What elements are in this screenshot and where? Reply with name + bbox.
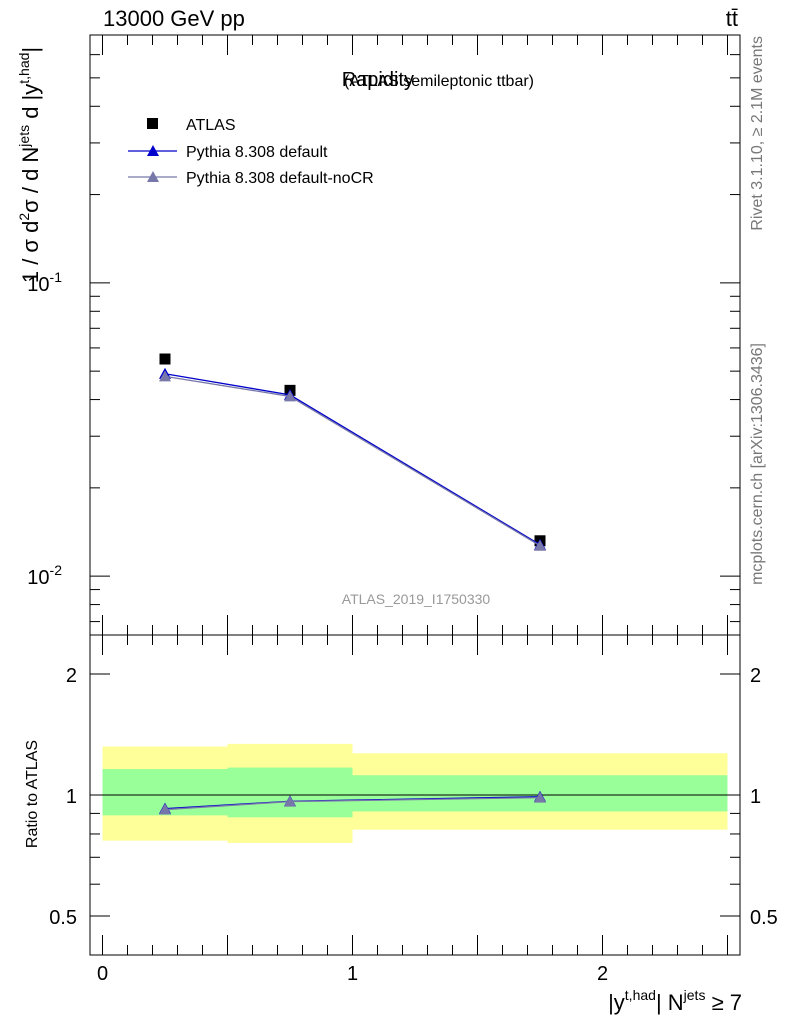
main-ytick-label: 10-2 bbox=[27, 562, 62, 589]
legend-nocr-marker bbox=[147, 171, 159, 182]
main-ticks: 10-2 10-1 bbox=[27, 35, 740, 635]
ratio-ytick-label-right: 1 bbox=[750, 786, 761, 808]
main-ytick-label: 10-1 bbox=[27, 269, 62, 296]
main-mc-point bbox=[284, 390, 296, 402]
ratio-xtick-label: 2 bbox=[597, 963, 608, 985]
rivet-label: Rivet 3.1.10, ≥ 2.1M events bbox=[749, 36, 766, 231]
legend-default-label: Pythia 8.308 default bbox=[186, 144, 328, 161]
legend-nocr-label: Pythia 8.308 default-noCR bbox=[186, 170, 374, 187]
main-mc-point bbox=[159, 370, 171, 382]
ratio-mc-point bbox=[284, 795, 296, 807]
main-series-line bbox=[164, 373, 541, 546]
legend-default-marker bbox=[147, 145, 159, 156]
ratio-mc-point bbox=[159, 803, 171, 815]
legend: ATLAS Pythia 8.308 default Pythia 8.308 … bbox=[128, 117, 374, 187]
ratio-ytick-label-right: 2 bbox=[750, 665, 761, 687]
ratio-mc-point bbox=[534, 791, 546, 803]
ratio-ytick-label-left: 0.5 bbox=[49, 907, 77, 929]
ratio-xtick-label: 1 bbox=[347, 963, 358, 985]
main-data-point bbox=[159, 353, 171, 365]
ratio-ylabel: Ratio to ATLAS bbox=[24, 740, 41, 848]
ratio-xlabel: |yt,had| Njets ≥ 7 bbox=[608, 987, 742, 1015]
main-ylabel: 1 / σ d2σ / d Njets d |yt,had| bbox=[16, 47, 43, 283]
legend-atlas-label: ATLAS bbox=[186, 117, 236, 134]
ratio-xtick-label: 0 bbox=[97, 963, 108, 985]
legend-atlas-marker bbox=[147, 118, 158, 129]
ratio-ticks: 0.5 0.5 1 1 2 2 0 1 2 bbox=[49, 635, 778, 985]
ratio-ytick-label-right: 0.5 bbox=[750, 907, 778, 929]
ratio-ytick-label-left: 2 bbox=[66, 665, 77, 687]
mcplots-label: mcplots.cern.ch [arXiv:1306.3436] bbox=[749, 343, 766, 585]
beam-label: 13000 GeV pp bbox=[103, 6, 245, 31]
ratio-data bbox=[159, 790, 546, 815]
ratio-ytick-label-left: 1 bbox=[66, 786, 77, 808]
ratio-band-inner bbox=[227, 767, 353, 818]
analysis-id: ATLAS_2019_I1750330 bbox=[342, 591, 491, 607]
main-panel: 10-2 10-1 Rapidity (ATLAS semileptonic tt… bbox=[16, 34, 741, 636]
main-data bbox=[159, 353, 546, 551]
process-label: tt̄ bbox=[726, 6, 738, 31]
ratio-bands bbox=[102, 743, 728, 843]
plot-title: Rapidity bbox=[342, 69, 414, 91]
main-series-line bbox=[164, 375, 541, 547]
main-mc-point bbox=[534, 539, 546, 551]
plot-subtitle: (ATLAS semileptonic ttbar) bbox=[344, 73, 534, 90]
ratio-panel: 0.5 0.5 1 1 2 2 0 1 2 Ratio to ATLAS |yt,had| Nj… bbox=[24, 634, 778, 1015]
